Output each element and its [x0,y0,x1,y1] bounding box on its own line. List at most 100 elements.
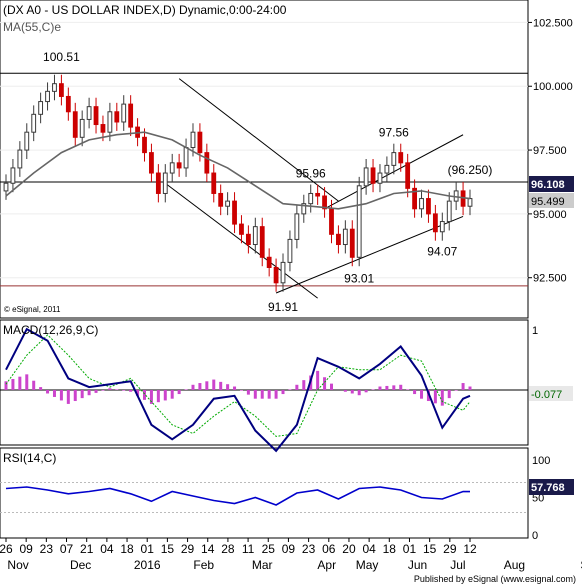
candle-body [72,111,78,138]
candle-body [155,172,161,194]
candle-body [391,152,397,166]
candle-body [446,200,452,223]
month-label: Jun [408,558,427,572]
channel-line [275,215,464,294]
candle-body [3,182,9,192]
candle-body [412,187,418,210]
price-panel [0,0,529,319]
candle-body [287,238,293,263]
candle-body [128,103,134,128]
candle-body [356,185,362,258]
candle-body [349,228,355,258]
macd-signal-line [5,334,471,437]
ma-badge-label: 96.108 [531,179,565,191]
price-level-label: 97.56 [379,126,409,140]
date-tick-label: 09 [282,542,296,556]
candle-body [426,198,431,215]
month-label: Aug [504,558,525,572]
date-tick-label: 29 [443,542,457,556]
price-tick-label: 95.000 [533,209,567,221]
candle-body [17,149,23,169]
candle-body [294,213,300,240]
month-label: Sep [580,558,582,572]
price-tick-label: 100.000 [533,81,573,93]
candle-body [239,223,244,235]
candle-body [79,118,85,138]
date-tick-label: 04 [362,542,376,556]
month-label: Feb [193,558,214,572]
date-tick-label: 28 [221,542,235,556]
rsi-last-label: 57.768 [531,482,565,494]
candle-body [142,136,147,154]
candle-body [398,152,404,164]
candle-body [86,106,92,120]
macd-last-label: -0.077 [531,389,562,401]
date-tick-label: 14 [201,542,215,556]
candle-body [342,228,348,246]
price-level-label: 95.96 [296,166,326,180]
candle-body [432,213,438,233]
copyright-text: © eSignal, 2011 [4,305,61,314]
candle-body [245,233,251,246]
candle-body [58,83,64,97]
candle-body [24,131,30,151]
macd-line [5,327,471,453]
month-label: Mar [252,558,273,572]
price-level-label: 91.91 [268,300,298,314]
candle-body [100,124,106,133]
rsi-panel [0,447,529,539]
candle-body [107,111,113,133]
candle-body [38,101,44,115]
ma-label: MA(55,C)e [3,20,61,34]
candle-body [384,164,390,174]
date-tick-label: 12 [463,542,477,556]
rsi-gridlines [0,482,528,513]
candle-body [315,192,321,197]
candle-body [266,256,272,268]
rsi-line [5,486,471,506]
candle-body [183,147,189,169]
date-tick-label: 23 [40,542,54,556]
candle-body [336,233,341,246]
candle-body [467,198,473,207]
date-tick-label: 15 [161,542,175,556]
month-label: Dec [70,558,91,572]
rsi-axis-label: 0 [532,530,538,542]
candle-body [169,162,175,174]
chart-title: (DX A0 - US DOLLAR INDEX,D) Dynamic,0:00… [3,3,287,17]
price-level-label: 100.51 [43,50,80,64]
date-tick-label: 21 [80,542,94,556]
date-tick-label: 06 [322,542,336,556]
date-tick-label: 29 [181,542,195,556]
candle-body [10,167,16,184]
date-tick-label: 11 [242,542,255,556]
price-level-label: (96.250) [448,163,493,177]
gridlines [0,21,528,279]
candle-body [280,261,286,284]
rsi-badge [529,479,574,495]
candle-body [197,131,203,154]
candle-body [52,83,57,92]
channel-line [178,78,339,202]
rsi-title: RSI(14,C) [3,451,56,465]
candle-body [377,172,383,184]
last-price-label: 95.499 [531,196,565,208]
candle-body [45,90,50,103]
macd-histogram [4,370,472,406]
candle-body [162,172,168,194]
candles [3,74,473,292]
date-tick-label: 01 [403,542,417,556]
date-tick-label: 04 [100,542,114,556]
price-tick-label: 102.500 [533,17,573,29]
footer-text: Published by eSignal (www.esignal.com) [414,574,576,584]
candle-body [149,152,154,174]
macd-title: MACD(12,26,9,C) [3,323,98,337]
date-tick-label: 25 [262,542,276,556]
month-label: Nov [7,558,28,572]
candle-body [259,226,265,258]
candle-body [405,162,411,189]
candle-body [218,192,224,207]
date-tick-label: 09 [19,542,33,556]
macd-badge [529,386,573,401]
candle-body [232,200,237,225]
